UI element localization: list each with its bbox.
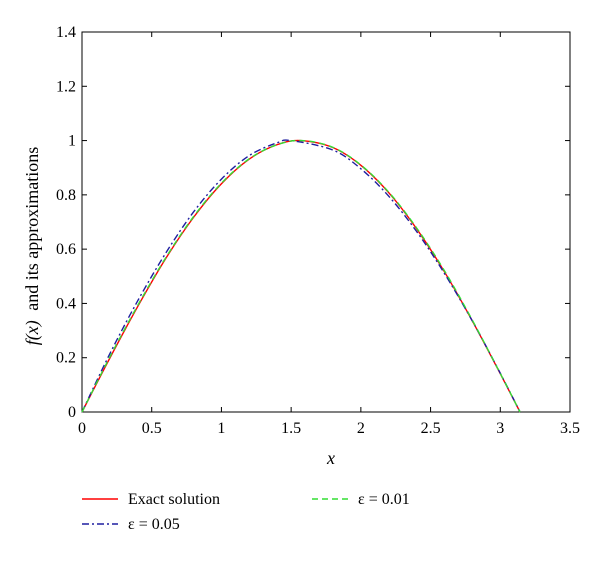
y-tick-label: 1.4 [56, 24, 76, 41]
plot-frame [81, 31, 571, 413]
y-tick-label: 1 [68, 133, 76, 150]
x-tick-label: 2.5 [421, 420, 441, 437]
plot-area [81, 31, 571, 413]
y-tick-label: 1.2 [56, 78, 76, 95]
legend-label-1: ε = 0.05 [128, 516, 180, 533]
y-tick-label: 0.4 [56, 295, 76, 312]
y-tick-label: 0 [68, 404, 76, 421]
legend-label-2: ε = 0.01 [358, 491, 410, 508]
x-tick-label: 0.5 [142, 420, 162, 437]
y-axis-label-rest: and its approximations [22, 147, 42, 311]
series-layer [81, 139, 521, 413]
legend-label-0: Exact solution [128, 491, 220, 508]
x-tick-label: 3.5 [560, 420, 580, 437]
axes: 0 0.5 1 1.5 2 2.5 3 3.5 0 0.2 0.4 0.6 0.8 1 1.2 1.4 [56, 24, 580, 437]
y-axis-label-fx: f(x) [22, 320, 43, 345]
y-tick-label: 0.8 [56, 187, 76, 204]
series-line-1 [81, 139, 521, 413]
y-axis-label: f(x) and its approximations [22, 147, 43, 345]
x-tick-label: 0 [78, 420, 86, 437]
y-tick-label: 0.6 [56, 241, 76, 258]
x-tick-label: 1.5 [281, 420, 301, 437]
x-axis-label: x [326, 448, 335, 468]
legend: Exact solution ε = 0.05 ε = 0.01 [82, 491, 410, 533]
x-tick-label: 3 [496, 420, 504, 437]
series-line-2 [81, 139, 521, 413]
y-tick-label: 0.2 [56, 350, 76, 367]
x-tick-label: 2 [357, 420, 365, 437]
x-tick-label: 1 [217, 420, 225, 437]
